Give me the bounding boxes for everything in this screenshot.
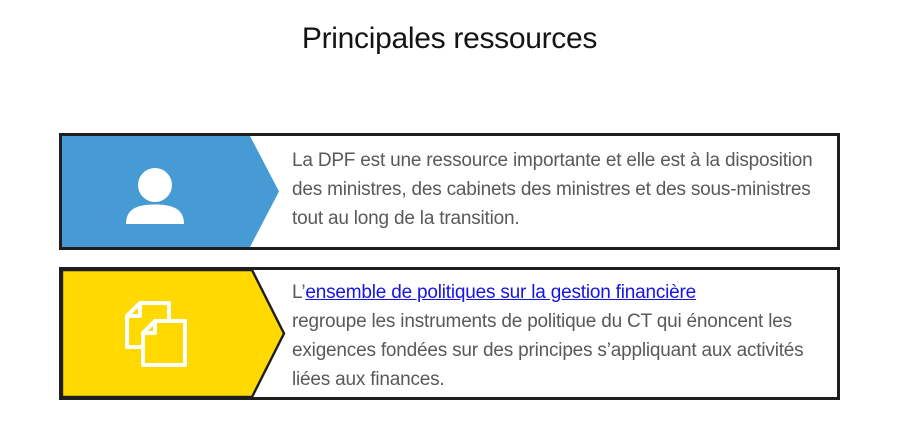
resource-row-policy-suite: L’ensemble de politiques sur la gestion …: [59, 267, 840, 400]
documents-icon: [125, 301, 187, 367]
row-text-policy-suite: L’ensemble de politiques sur la gestion …: [292, 278, 829, 394]
fm-policy-suite-link[interactable]: ensemble de politiques sur la gestion fi…: [305, 282, 697, 303]
person-torso: [126, 204, 184, 224]
row-text-dpf: La DPF est une ressource importante et e…: [292, 150, 813, 229]
back-page-fold: [125, 301, 142, 318]
page-title: Principales ressources: [301, 22, 598, 55]
person-icon: [126, 168, 184, 224]
front-page-fold: [141, 319, 157, 335]
link-prefix: L’: [292, 282, 306, 303]
resource-row-dpf: La DPF est une ressource importante et e…: [59, 133, 840, 250]
row-text-after-link: regroupe les instruments de politique du…: [292, 311, 804, 390]
person-head: [138, 168, 172, 202]
